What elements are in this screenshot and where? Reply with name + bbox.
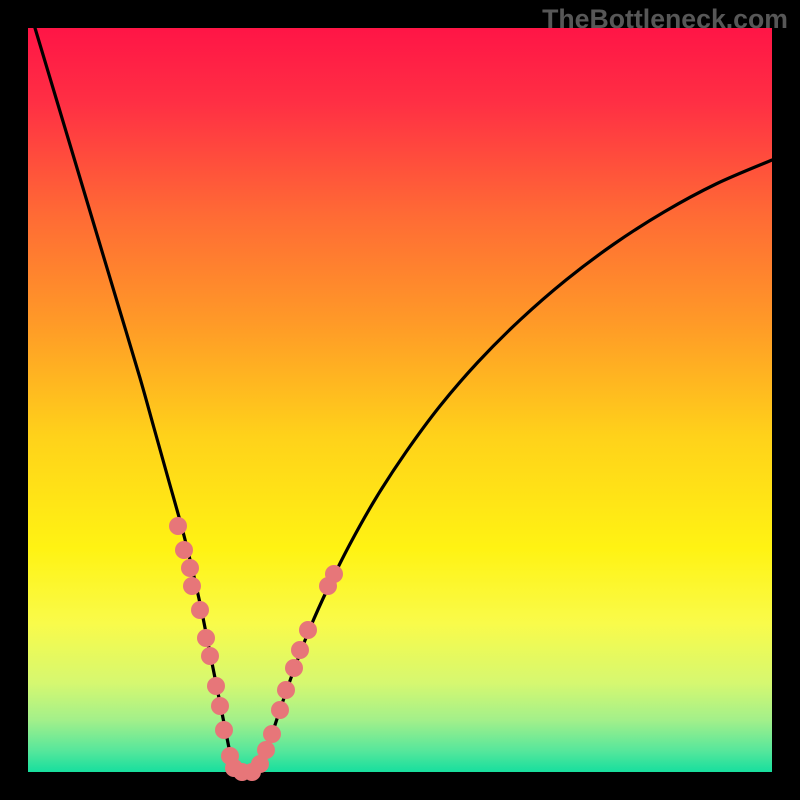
data-point	[183, 577, 201, 595]
data-point	[207, 677, 225, 695]
data-point	[175, 541, 193, 559]
data-point	[263, 725, 281, 743]
data-point	[257, 741, 275, 759]
data-point	[325, 565, 343, 583]
data-point	[169, 517, 187, 535]
data-point	[215, 721, 233, 739]
data-point	[191, 601, 209, 619]
data-points-layer	[28, 28, 772, 772]
data-point	[277, 681, 295, 699]
watermark-text: TheBottleneck.com	[542, 4, 788, 35]
plot-area	[28, 28, 772, 772]
data-point	[181, 559, 199, 577]
data-point	[271, 701, 289, 719]
data-point	[291, 641, 309, 659]
data-point	[211, 697, 229, 715]
bottleneck-chart: TheBottleneck.com	[0, 0, 800, 800]
data-point	[197, 629, 215, 647]
data-point	[201, 647, 219, 665]
data-point	[299, 621, 317, 639]
data-point	[285, 659, 303, 677]
